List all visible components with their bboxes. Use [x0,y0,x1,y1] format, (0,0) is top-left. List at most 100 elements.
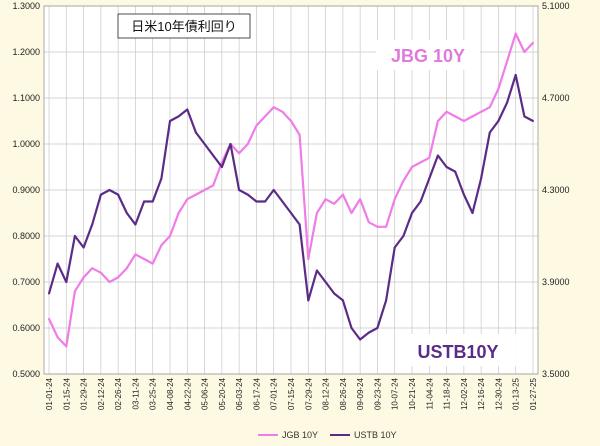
data-point [376,225,379,228]
jgb-series-label: JBG 10Y [391,46,465,66]
data-point [341,193,344,196]
left-tick-label: 1.3000 [12,1,40,11]
data-point [402,179,405,182]
data-point [350,212,353,214]
legend: JGB 10Y USTB 10Y [258,430,397,440]
data-point [462,120,465,122]
left-tick-label: 1.0000 [12,139,40,149]
data-point [91,223,94,226]
left-tick-label: 1.1000 [12,93,40,103]
left-tick-label: 1.2000 [12,47,40,57]
left-tick-label: 0.6000 [12,323,40,333]
data-point [108,189,111,191]
data-point [82,246,85,249]
x-tick-label: 12-02-24 [460,377,469,410]
x-tick-label: 07-29-24 [304,377,313,410]
data-point [238,152,241,155]
x-tick-label: 04-22-24 [183,377,192,410]
data-point [393,198,396,201]
series-ustb-10y [47,73,534,341]
left-axis-ticks: 0.5000 0.6000 0.7000 0.8000 0.9000 1.0000 1.10… [12,1,40,379]
left-tick-label: 0.9000 [12,185,40,195]
data-point [169,235,171,237]
data-point [506,101,509,104]
left-tick-label: 0.5000 [12,369,40,379]
data-point [367,331,370,334]
data-point [307,299,310,302]
data-point [333,292,336,295]
grid [43,5,539,375]
x-tick-label: 08-26-24 [339,377,348,410]
data-point [497,120,500,122]
data-point [160,244,163,247]
x-tick-label: 10-07-24 [391,377,400,410]
left-tick-label: 0.8000 [12,231,40,241]
data-point [255,200,258,203]
x-tick-label: 09-09-24 [356,377,365,410]
right-axis-ticks: 3.5000 3.9000 4.3000 4.7000 5.1000 [542,1,570,379]
data-point [56,336,59,339]
data-point [488,131,491,134]
data-point [48,292,50,295]
data-point [350,327,353,329]
data-point [65,281,68,283]
x-axis-ticks: 01-01-24 01-15-24 01-29-24 02-12-24 02-26-24… [45,377,538,410]
x-tick-label: 01-13-25 [512,377,521,410]
x-tick-label: 07-15-24 [287,377,296,410]
x-tick-label: 01-15-24 [62,377,71,410]
data-point [290,212,292,214]
data-point [436,120,439,122]
data-point [238,189,241,191]
data-point [151,262,154,265]
data-point [532,41,534,44]
data-point [393,246,396,249]
data-point [506,60,509,63]
x-tick-label: 02-26-24 [114,377,123,410]
jgb-label-box [376,40,480,70]
x-tick-label: 03-11-24 [131,377,140,409]
left-tick-label: 0.7000 [12,277,40,287]
data-point [523,51,526,53]
data-point [117,276,120,279]
title-box [117,13,251,39]
data-point [143,258,146,260]
data-point [229,143,232,145]
series-jgb-10y [48,32,534,348]
x-tick-label: 01-27-25 [529,377,538,410]
data-point [264,200,267,203]
data-point [203,189,206,191]
x-tick-label: 06-03-24 [235,377,244,410]
data-point [514,74,517,76]
x-tick-label: 12-16-24 [477,377,486,410]
data-point [367,221,370,224]
x-tick-label: 11-18-24 [443,377,452,409]
data-point [454,115,457,118]
data-point [419,161,422,164]
data-point [134,253,137,256]
data-point [73,235,76,237]
data-point [324,281,327,283]
data-point [82,276,85,279]
series [47,32,534,348]
data-point [246,143,249,145]
x-tick-label: 03-25-24 [149,377,158,410]
data-point [281,200,284,203]
data-point [315,212,318,214]
data-point [125,212,128,214]
data-point [125,267,128,270]
x-tick-label: 02-12-24 [97,377,106,410]
data-point [99,271,102,274]
data-point [411,212,413,214]
x-tick-label: 05-06-24 [201,377,210,410]
data-point [385,225,388,228]
data-point [341,299,344,302]
data-point [281,110,284,113]
data-point [212,184,215,187]
x-tick-label: 01-01-24 [45,377,54,410]
data-point [143,200,146,203]
data-point [385,299,388,302]
x-tick-label: 07-01-24 [270,377,279,410]
data-point [428,177,431,180]
